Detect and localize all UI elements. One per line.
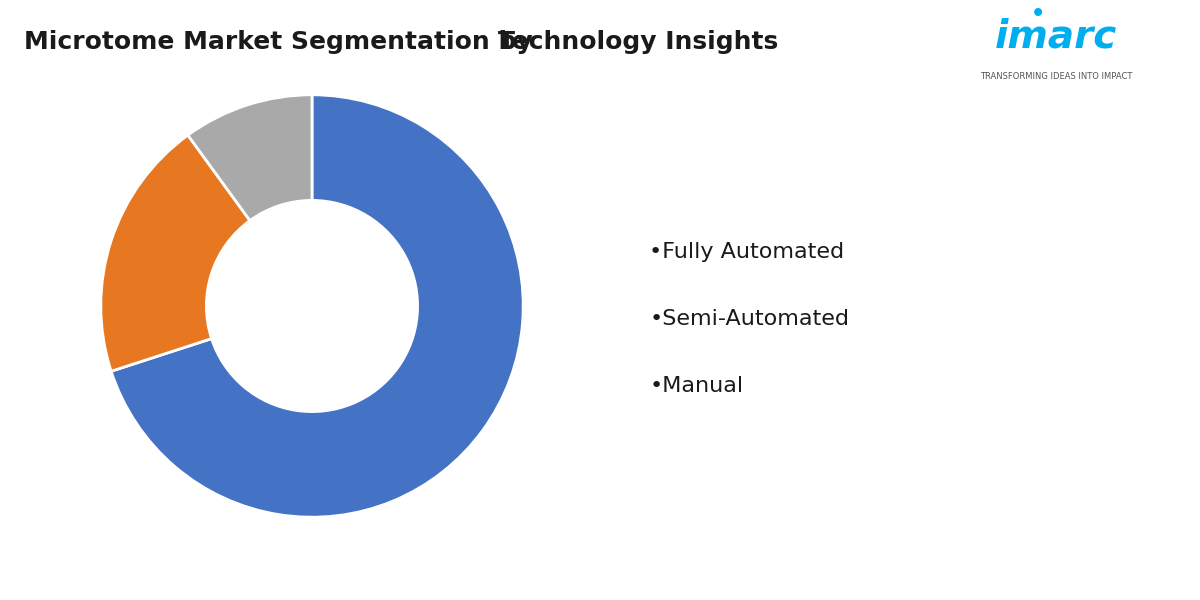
Text: •Manual: •Manual <box>649 376 743 396</box>
Wedge shape <box>101 135 250 371</box>
Text: imarc: imarc <box>995 18 1117 56</box>
Text: •Semi-Automated: •Semi-Automated <box>649 309 850 329</box>
Text: •: • <box>1030 0 1046 28</box>
Text: Microtome Market Segmentation by: Microtome Market Segmentation by <box>24 30 541 54</box>
Text: Technology Insights: Technology Insights <box>498 30 779 54</box>
Text: TRANSFORMING IDEAS INTO IMPACT: TRANSFORMING IDEAS INTO IMPACT <box>980 72 1132 81</box>
Wedge shape <box>188 95 312 221</box>
Wedge shape <box>112 95 523 517</box>
Text: •Fully Automated: •Fully Automated <box>649 242 845 262</box>
